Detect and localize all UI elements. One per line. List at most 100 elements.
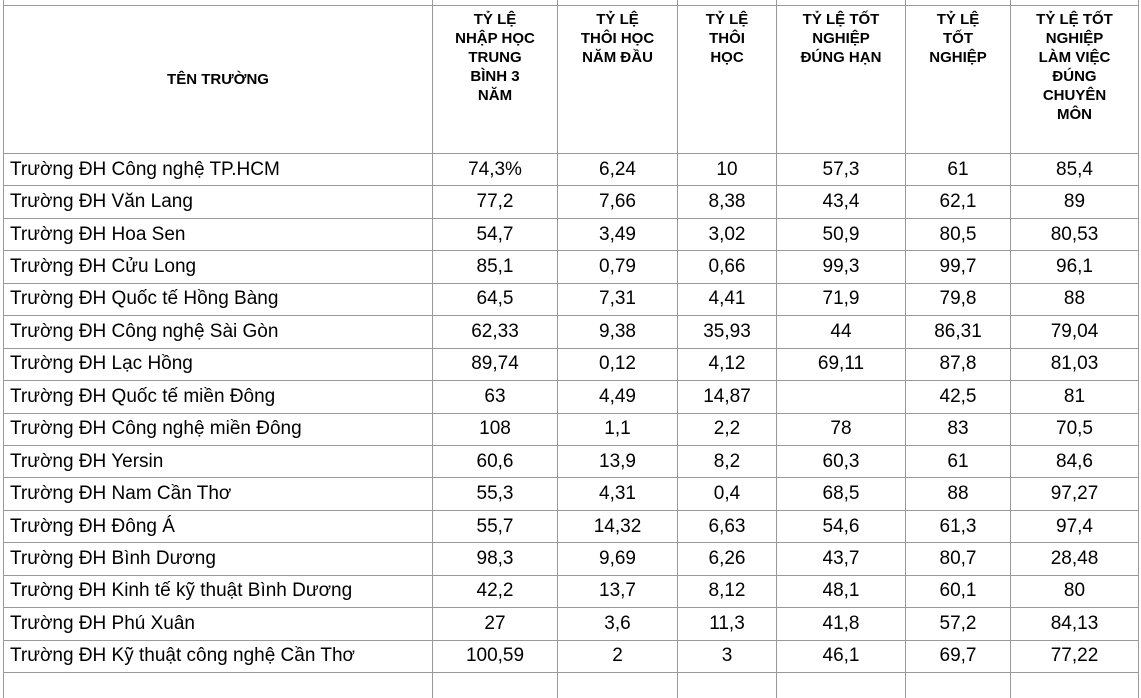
value-cell: 2 xyxy=(557,639,678,674)
cutoff-row-bottom xyxy=(3,672,1139,698)
column-header-ty-le-tot-nghiep: TỶ LỆ TỐT NGHIỆP xyxy=(905,5,1011,154)
column-header-ty-le-thoi-hoc: TỶ LỆ THÔI HỌC xyxy=(677,5,777,154)
value-cell: 46,1 xyxy=(776,639,906,674)
value-cell: 60,6 xyxy=(432,444,558,479)
school-name-cell: Trường ĐH Phú Xuân xyxy=(3,607,433,641)
value-cell: 1,1 xyxy=(557,412,678,446)
value-cell: 13,7 xyxy=(557,574,678,609)
value-cell: 3,49 xyxy=(557,217,678,252)
value-cell: 61,3 xyxy=(905,509,1011,544)
value-cell: 48,1 xyxy=(776,574,906,609)
table-row: Trường ĐH Quốc tế miền Đông 63 4,49 14,87 42… xyxy=(3,380,1139,414)
value-cell: 9,69 xyxy=(557,542,678,576)
value-cell: 43,7 xyxy=(776,542,906,576)
value-cell: 9,38 xyxy=(557,315,678,349)
value-cell: 84,6 xyxy=(1010,444,1139,479)
value-cell: 6,63 xyxy=(677,509,777,544)
school-name-cell: Trường ĐH Văn Lang xyxy=(3,185,433,219)
table-row: Trường ĐH Phú Xuân 27 3,6 11,3 41,8 57,2 84,13 xyxy=(3,607,1139,641)
value-cell: 99,3 xyxy=(776,250,906,284)
table-row: Trường ĐH Hoa Sen 54,7 3,49 3,02 50,9 80,5 80,… xyxy=(3,217,1139,252)
column-header-ty-le-tot-nghiep-dung-han: TỶ LỆ TỐT NGHIỆP ĐÚNG HẠN xyxy=(776,5,906,154)
school-name-cell: Trường ĐH Công nghệ TP.HCM xyxy=(3,152,433,187)
school-name-cell: Trường ĐH Lạc Hồng xyxy=(3,347,433,382)
value-cell: 3 xyxy=(677,639,777,674)
school-name-cell: Trường ĐH Bình Dương xyxy=(3,542,433,576)
value-cell: 77,2 xyxy=(432,185,558,219)
table-row: Trường ĐH Bình Dương 98,3 9,69 6,26 43,7 80,7… xyxy=(3,542,1139,576)
value-cell: 8,38 xyxy=(677,185,777,219)
value-cell: 108 xyxy=(432,412,558,446)
value-cell: 88 xyxy=(1010,282,1139,317)
value-cell: 98,3 xyxy=(432,542,558,576)
value-cell: 4,49 xyxy=(557,380,678,414)
value-cell: 74,3% xyxy=(432,152,558,187)
value-cell: 70,5 xyxy=(1010,412,1139,446)
school-name-cell: Trường ĐH Công nghệ Sài Gòn xyxy=(3,315,433,349)
value-cell: 60,3 xyxy=(776,444,906,479)
value-cell: 50,9 xyxy=(776,217,906,252)
value-cell: 87,8 xyxy=(905,347,1011,382)
value-cell: 7,66 xyxy=(557,185,678,219)
value-cell: 54,6 xyxy=(776,509,906,544)
value-cell: 71,9 xyxy=(776,282,906,317)
value-cell: 99,7 xyxy=(905,250,1011,284)
value-cell: 97,27 xyxy=(1010,477,1139,511)
value-cell: 69,7 xyxy=(905,639,1011,674)
cutoff-cell xyxy=(905,672,1011,698)
cutoff-cell xyxy=(1010,672,1139,698)
value-cell: 10 xyxy=(677,152,777,187)
cutoff-cell xyxy=(432,672,558,698)
value-cell: 43,4 xyxy=(776,185,906,219)
value-cell: 83 xyxy=(905,412,1011,446)
value-cell: 8,12 xyxy=(677,574,777,609)
school-name-cell: Trường ĐH Công nghệ miền Đông xyxy=(3,412,433,446)
value-cell: 89 xyxy=(1010,185,1139,219)
value-cell: 80,7 xyxy=(905,542,1011,576)
value-cell: 80 xyxy=(1010,574,1139,609)
cutoff-cell xyxy=(677,672,777,698)
school-name-cell: Trường ĐH Kỹ thuật công nghệ Cần Thơ xyxy=(3,639,433,674)
value-cell xyxy=(776,380,906,414)
value-cell: 55,3 xyxy=(432,477,558,511)
value-cell: 62,33 xyxy=(432,315,558,349)
value-cell: 57,2 xyxy=(905,607,1011,641)
value-cell: 96,1 xyxy=(1010,250,1139,284)
cutoff-cell xyxy=(776,672,906,698)
school-name-cell: Trường ĐH Kinh tế kỹ thuật Bình Dương xyxy=(3,574,433,609)
value-cell: 86,31 xyxy=(905,315,1011,349)
value-cell: 57,3 xyxy=(776,152,906,187)
value-cell: 0,66 xyxy=(677,250,777,284)
value-cell: 79,8 xyxy=(905,282,1011,317)
school-name-cell: Trường ĐH Quốc tế miền Đông xyxy=(3,380,433,414)
value-cell: 78 xyxy=(776,412,906,446)
table-row: Trường ĐH Lạc Hồng 89,74 0,12 4,12 69,11 87,8… xyxy=(3,347,1139,382)
value-cell: 68,5 xyxy=(776,477,906,511)
value-cell: 41,8 xyxy=(776,607,906,641)
value-cell: 100,59 xyxy=(432,639,558,674)
value-cell: 4,12 xyxy=(677,347,777,382)
cutoff-cell xyxy=(557,672,678,698)
value-cell: 81 xyxy=(1010,380,1139,414)
value-cell: 0,12 xyxy=(557,347,678,382)
table-row: Trường ĐH Công nghệ miền Đông 108 1,1 2,2 78… xyxy=(3,412,1139,446)
value-cell: 42,5 xyxy=(905,380,1011,414)
value-cell: 88 xyxy=(905,477,1011,511)
value-cell: 6,26 xyxy=(677,542,777,576)
table-row: Trường ĐH Công nghệ TP.HCM 74,3% 6,24 10 57,… xyxy=(3,152,1139,187)
value-cell: 60,1 xyxy=(905,574,1011,609)
value-cell: 3,02 xyxy=(677,217,777,252)
value-cell: 13,9 xyxy=(557,444,678,479)
column-header-ten-truong: TÊN TRƯỜNG xyxy=(3,5,433,154)
value-cell: 61 xyxy=(905,444,1011,479)
value-cell: 69,11 xyxy=(776,347,906,382)
value-cell: 28,48 xyxy=(1010,542,1139,576)
table-row: Trường ĐH Đông Á 55,7 14,32 6,63 54,6 61,3 97,… xyxy=(3,509,1139,544)
value-cell: 81,03 xyxy=(1010,347,1139,382)
value-cell: 80,5 xyxy=(905,217,1011,252)
table-row: Trường ĐH Kỹ thuật công nghệ Cần Thơ 100,… xyxy=(3,639,1139,674)
value-cell: 14,87 xyxy=(677,380,777,414)
table-row: Trường ĐH Kinh tế kỹ thuật Bình Dương 42,… xyxy=(3,574,1139,609)
value-cell: 35,93 xyxy=(677,315,777,349)
value-cell: 79,04 xyxy=(1010,315,1139,349)
